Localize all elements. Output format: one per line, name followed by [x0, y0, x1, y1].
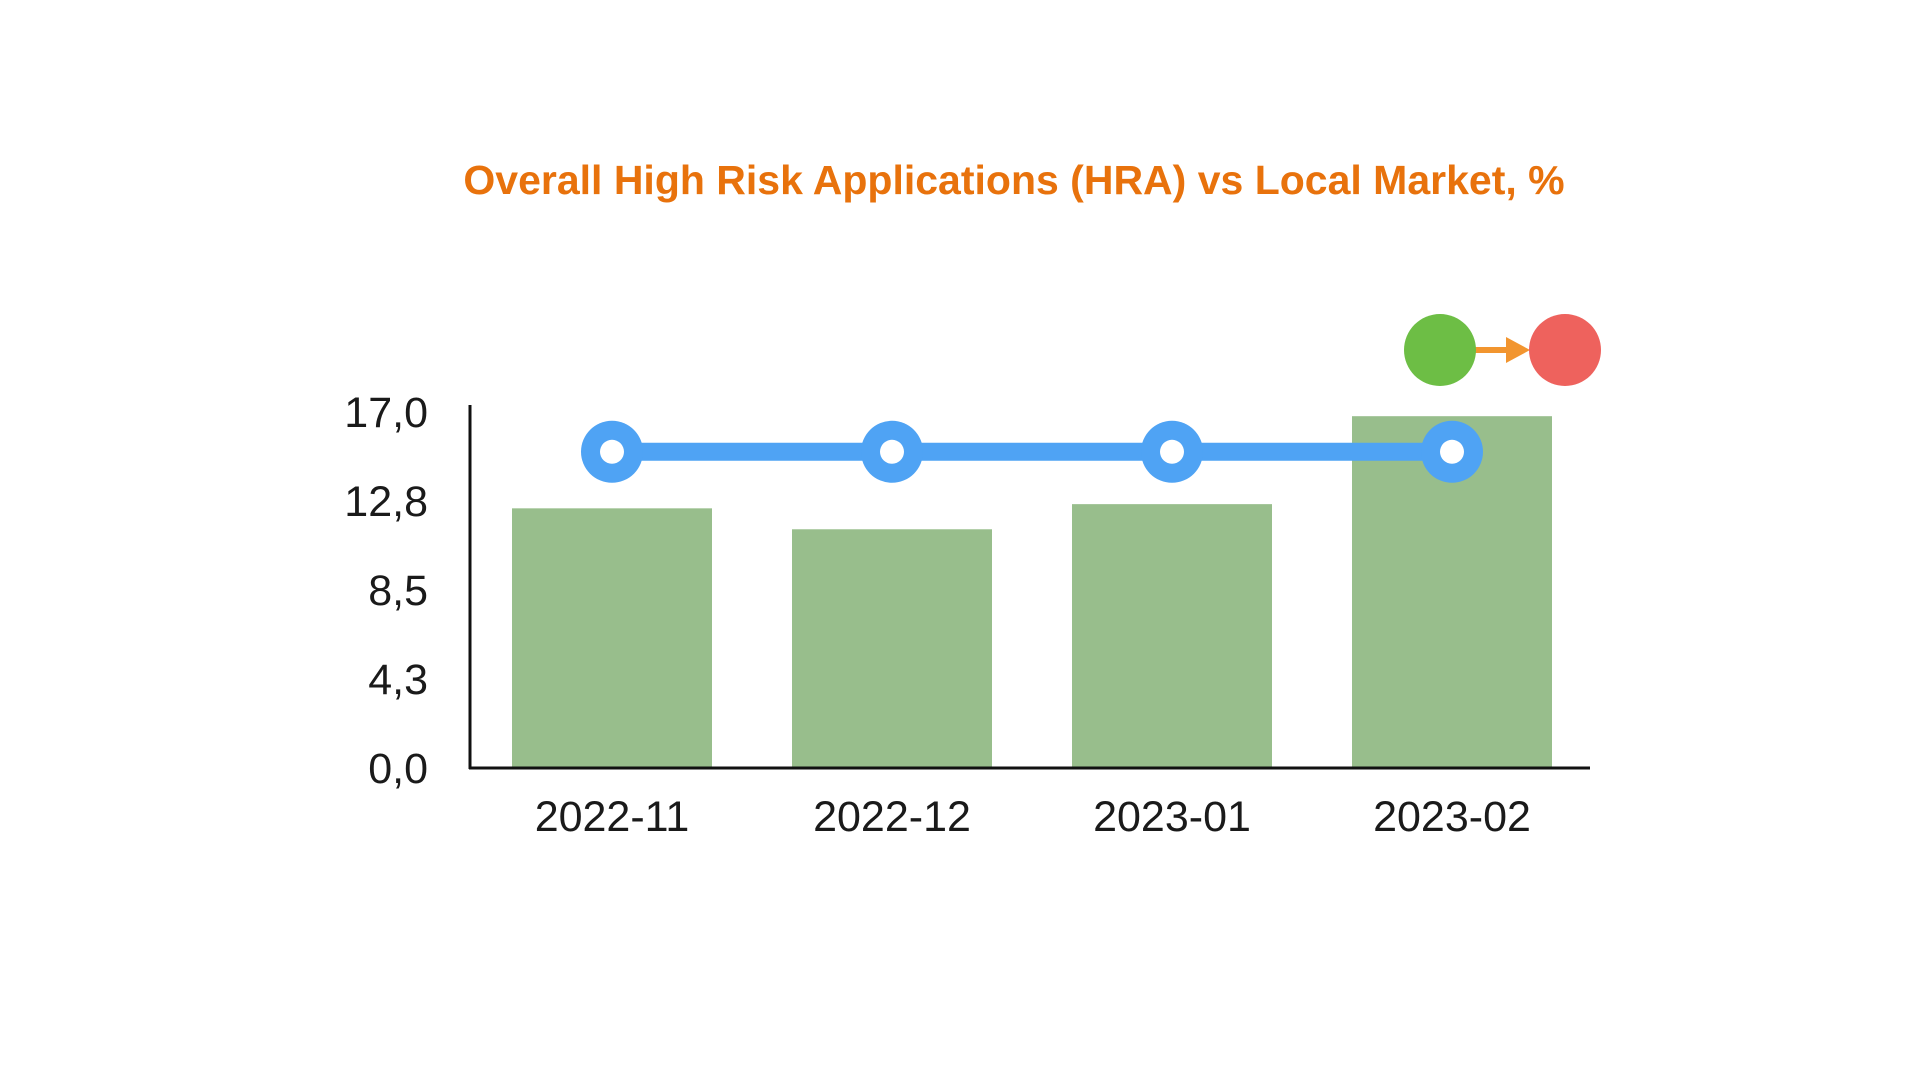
status-indicator	[1404, 314, 1601, 386]
bar-2023-01	[1072, 504, 1272, 768]
chart-title: Overall High Risk Applications (HRA) vs …	[463, 157, 1564, 203]
x-tick-label: 2022-11	[535, 793, 690, 841]
axes	[468, 405, 1590, 770]
y-tick-labels: 0,0 4,3 8,5 12,8 17,0	[344, 389, 428, 793]
y-tick-label: 8,5	[368, 567, 428, 615]
y-tick-label: 12,8	[344, 478, 428, 526]
line-series	[581, 420, 1483, 483]
bar-2022-11	[512, 508, 712, 768]
bar-series	[512, 416, 1552, 768]
arrow-right-head-icon	[1506, 337, 1530, 363]
x-tick-label: 2023-01	[1093, 793, 1251, 841]
line-marker-center	[1440, 439, 1464, 464]
bar-2022-12	[792, 529, 992, 768]
line-marker-center	[600, 439, 624, 464]
x-tick-label: 2023-02	[1373, 793, 1531, 841]
line-marker-center	[1160, 439, 1184, 464]
x-tick-labels: 2022-11 2022-12 2023-01 2023-02	[535, 793, 1531, 841]
y-tick-label: 17,0	[344, 389, 428, 437]
x-tick-label: 2022-12	[813, 793, 971, 841]
y-tick-label: 4,3	[368, 656, 428, 704]
green-circle-icon	[1404, 314, 1476, 386]
y-tick-label: 0,0	[368, 745, 428, 793]
line-marker-center	[880, 439, 904, 464]
red-circle-icon	[1529, 314, 1601, 386]
